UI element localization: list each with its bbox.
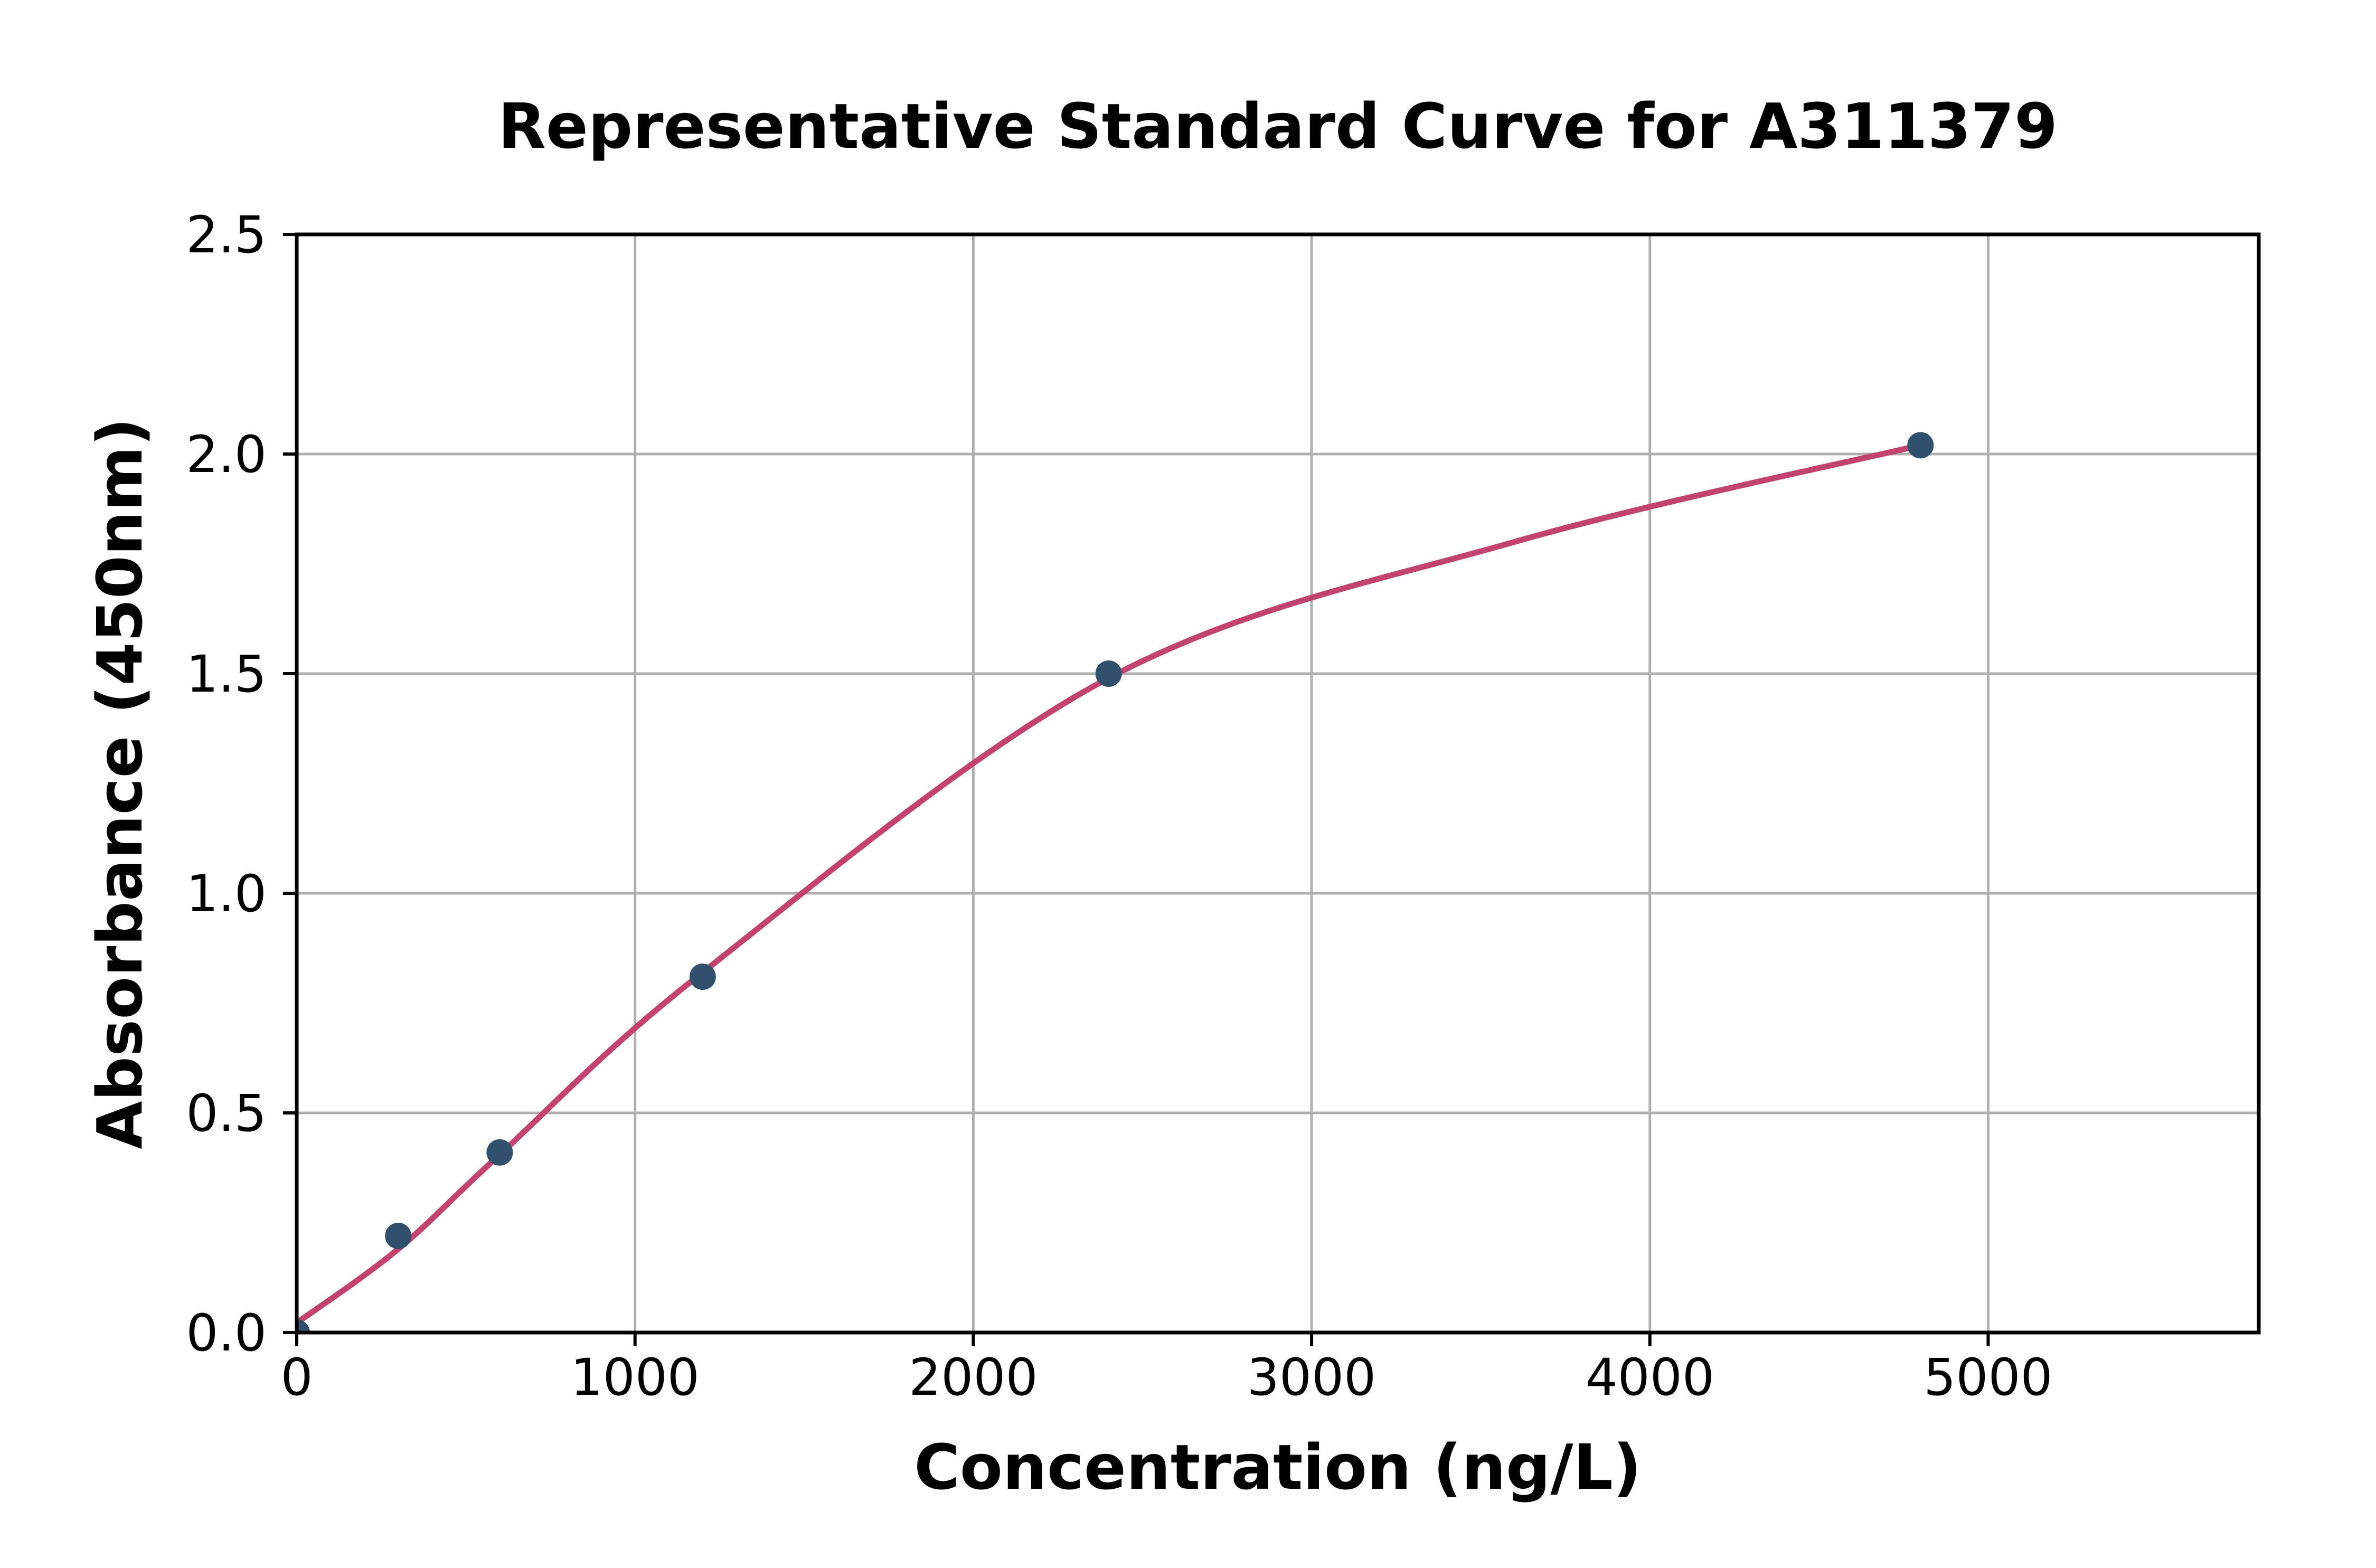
x-tick-label: 0 (280, 1348, 313, 1407)
data-point (486, 1139, 513, 1166)
data-point (385, 1222, 412, 1249)
tick-marks (283, 233, 1990, 1346)
plot-content (297, 432, 1934, 1333)
y-tick-label: 2.5 (186, 205, 267, 265)
x-tick-label: 2000 (909, 1348, 1038, 1407)
data-point (297, 1319, 310, 1333)
y-tick-label: 2.0 (186, 425, 267, 484)
data-point (1907, 432, 1934, 459)
fit-curve (297, 442, 1924, 1326)
gridlines (295, 233, 2259, 1334)
x-tick-label: 5000 (1924, 1348, 2052, 1407)
x-tick-label: 3000 (1247, 1348, 1376, 1407)
tick-labels: 0 1000 2000 3000 4000 5000 0.0 0.5 1.0 1.5 2.0 2.5 (186, 205, 2052, 1407)
data-point (1095, 660, 1122, 687)
y-tick-label: 1.5 (186, 645, 267, 704)
x-tick-label: 1000 (571, 1348, 700, 1407)
chart-title: Representative Standard Curve for A31137… (497, 90, 2058, 163)
x-axis-label: Concentration (ng/L) (914, 1431, 1642, 1504)
x-tick-label: 4000 (1586, 1348, 1714, 1407)
y-tick-label: 0.5 (186, 1084, 267, 1143)
axes-box (295, 232, 2261, 1335)
y-tick-label: 1.0 (186, 864, 267, 923)
data-point (689, 964, 716, 990)
y-tick-label: 0.0 (186, 1303, 267, 1363)
